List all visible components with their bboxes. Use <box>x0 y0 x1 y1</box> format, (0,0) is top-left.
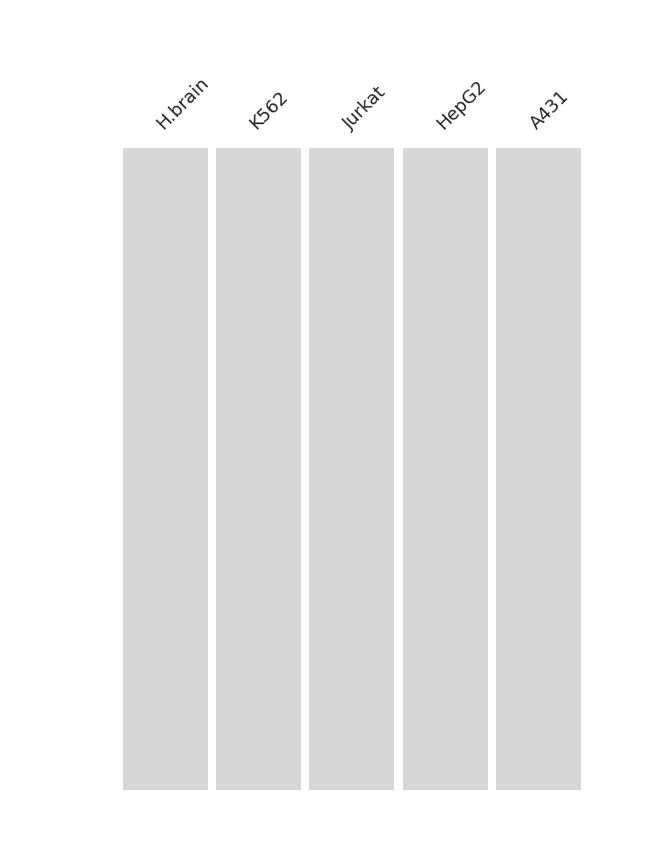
Text: K562: K562 <box>246 88 292 133</box>
Text: H.brain: H.brain <box>153 74 212 133</box>
Text: A431: A431 <box>526 88 573 133</box>
Text: HepG2: HepG2 <box>433 76 489 133</box>
Text: Jurkat: Jurkat <box>340 83 389 133</box>
